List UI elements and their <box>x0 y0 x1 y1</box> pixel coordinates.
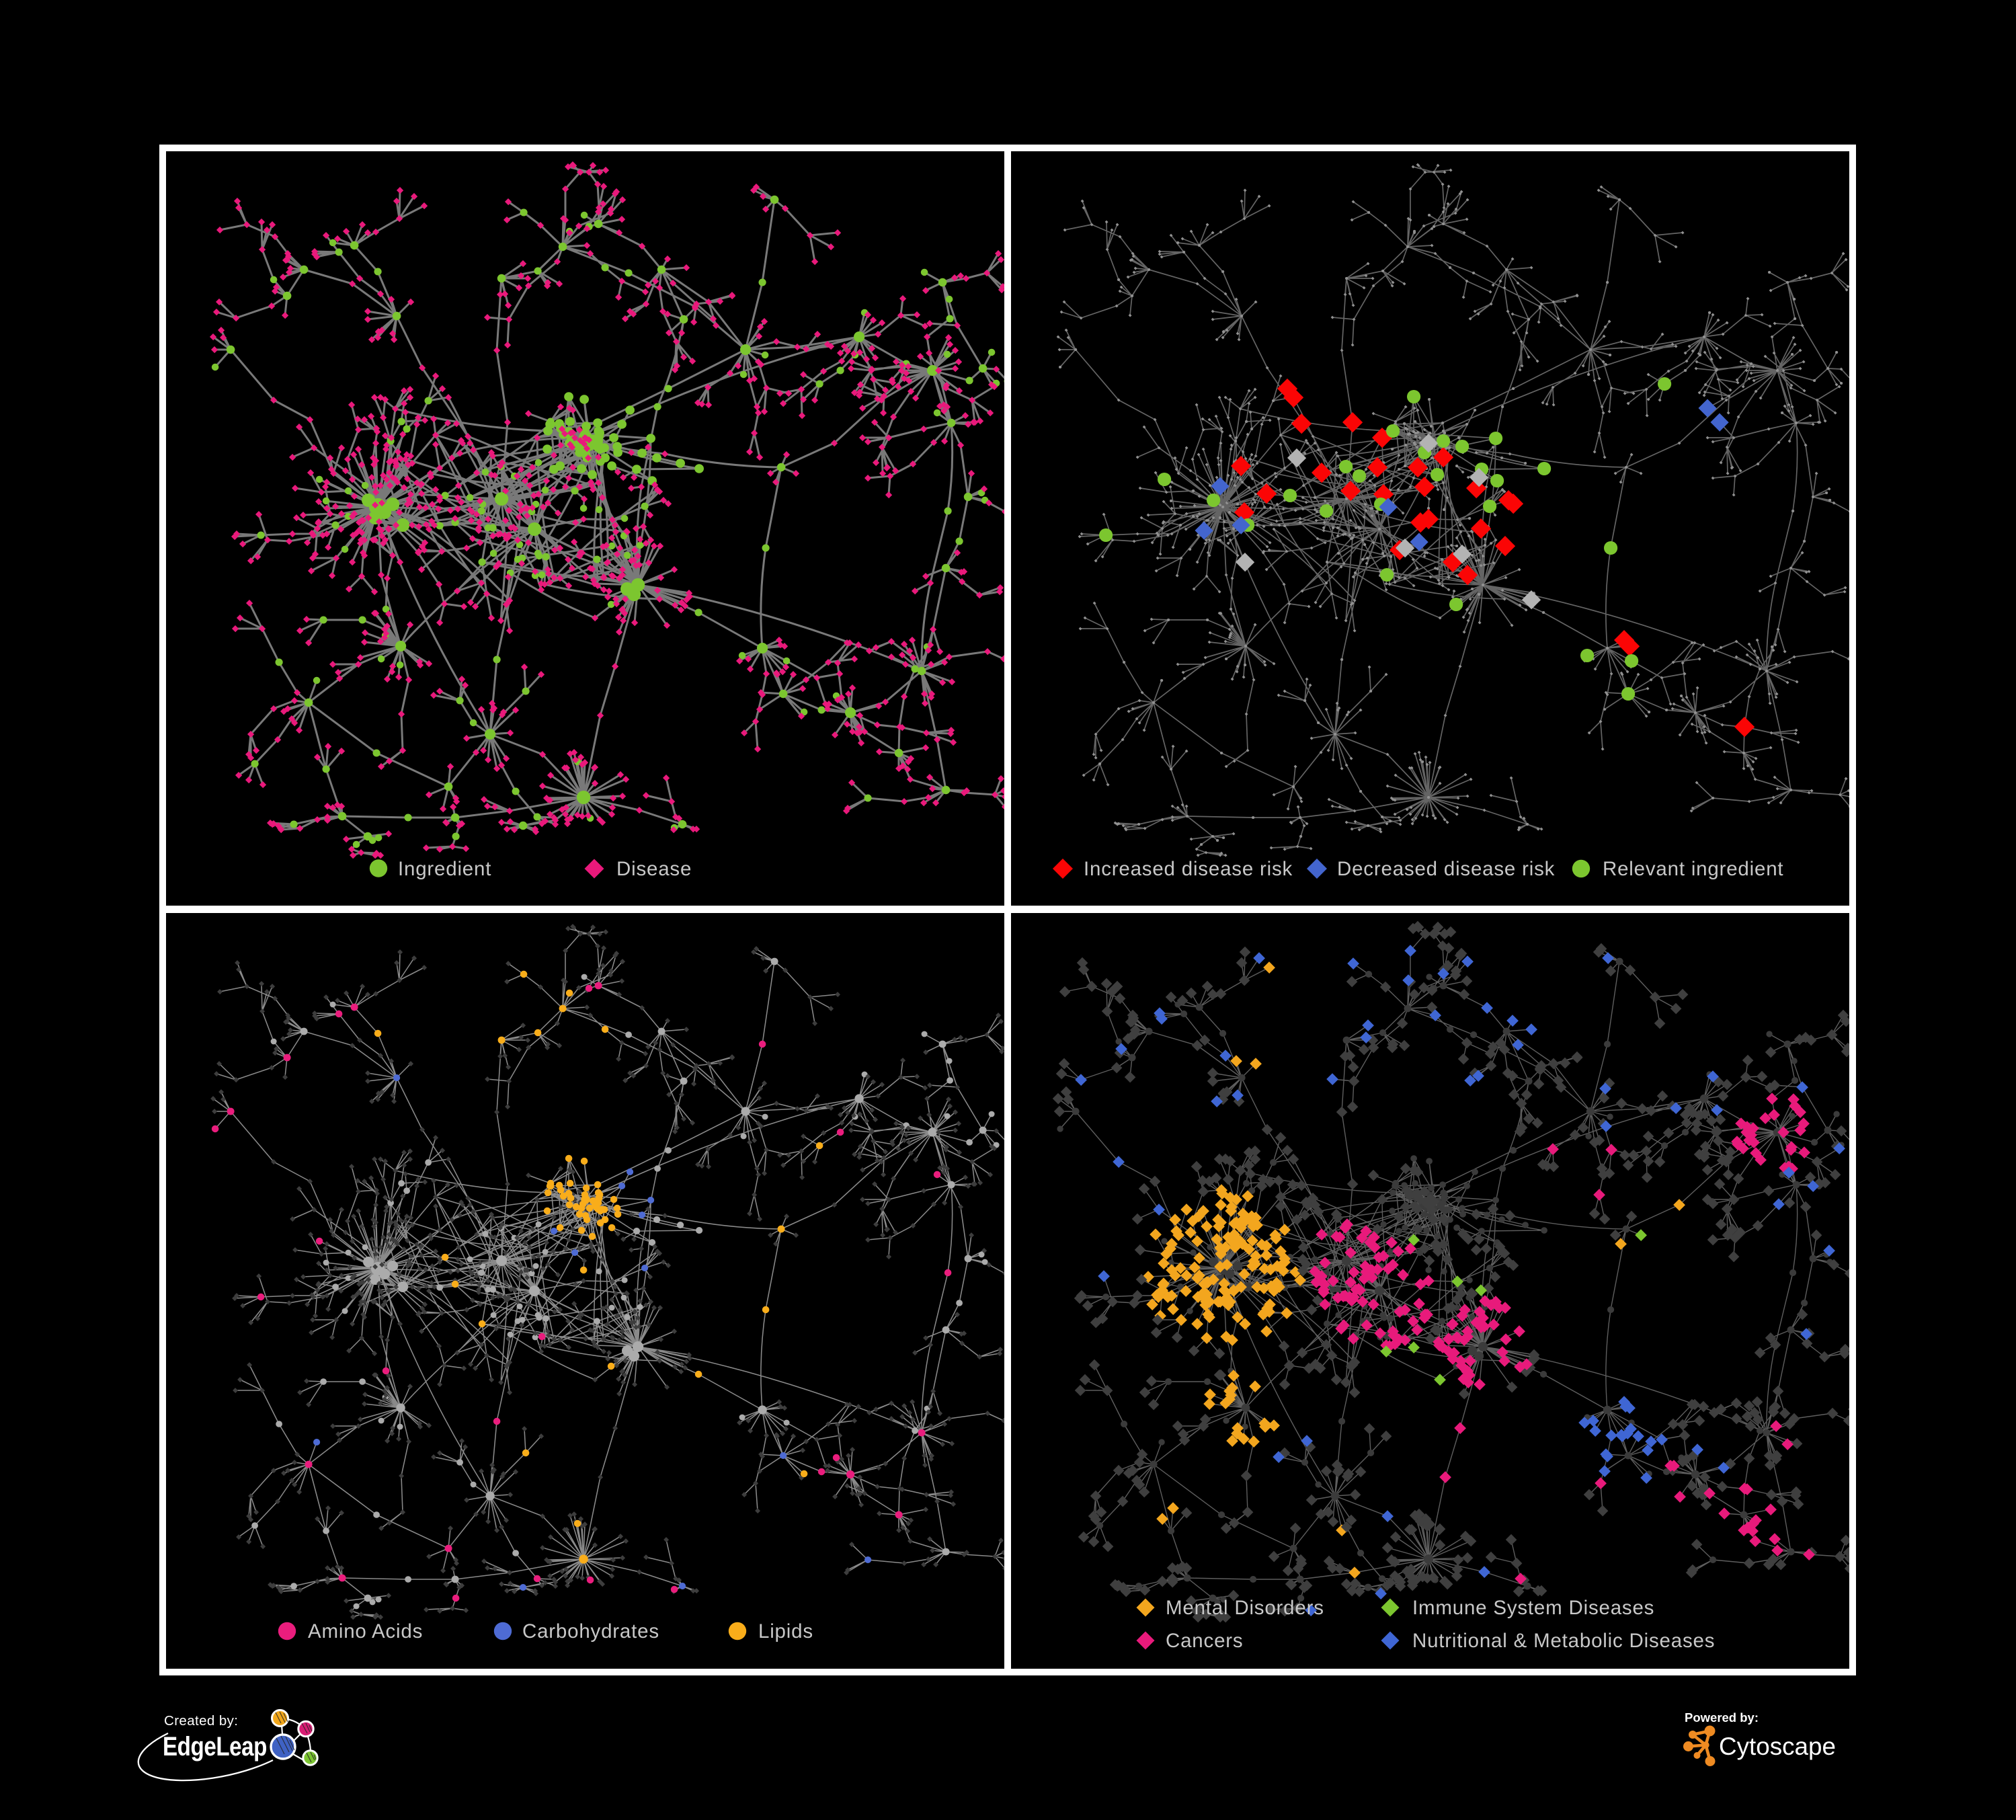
svg-text:Carbohydrates: Carbohydrates <box>522 1620 659 1643</box>
svg-text:Immune System Diseases: Immune System Diseases <box>1412 1597 1654 1619</box>
svg-text:Powered by:: Powered by: <box>1685 1710 1759 1725</box>
svg-text:Ingredient: Ingredient <box>398 858 491 880</box>
svg-text:Disease: Disease <box>616 858 692 880</box>
svg-text:Cancers: Cancers <box>1166 1630 1243 1652</box>
svg-text:Relevant ingredient: Relevant ingredient <box>1603 858 1783 880</box>
svg-text:Decreased disease risk: Decreased disease risk <box>1337 858 1555 880</box>
svg-text:Increased disease risk: Increased disease risk <box>1084 858 1293 880</box>
svg-text:Amino Acids: Amino Acids <box>308 1620 423 1643</box>
svg-text:Lipids: Lipids <box>758 1620 813 1643</box>
svg-text:Nutritional & Metabolic Diseas: Nutritional & Metabolic Diseases <box>1412 1630 1715 1652</box>
svg-text:Mental Disorders: Mental Disorders <box>1166 1597 1324 1619</box>
svg-text:EdgeLeap: EdgeLeap <box>163 1732 267 1762</box>
svg-text:Created by:: Created by: <box>164 1713 238 1729</box>
svg-text:Cytoscape: Cytoscape <box>1719 1733 1836 1760</box>
